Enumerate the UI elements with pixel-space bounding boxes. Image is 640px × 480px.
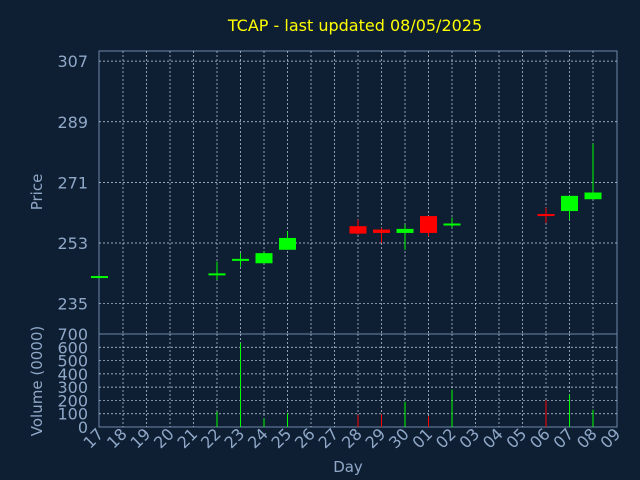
candle-body bbox=[91, 276, 108, 279]
candle bbox=[91, 275, 108, 279]
price-y-ticks: 307 289 271 253 235 bbox=[57, 52, 88, 314]
price-candles bbox=[91, 143, 602, 281]
volume-tick-label: 100 bbox=[57, 405, 88, 424]
candle-body bbox=[373, 229, 390, 233]
volume-axis-label: Volume (0000) bbox=[28, 326, 46, 436]
candle-body bbox=[349, 226, 367, 234]
candle-body bbox=[537, 214, 555, 217]
candle-body bbox=[584, 192, 602, 200]
candle bbox=[443, 217, 461, 228]
candle bbox=[420, 216, 437, 237]
volume-tick-label: 300 bbox=[57, 378, 88, 397]
volume-tick-label: 400 bbox=[57, 365, 88, 384]
candle-body bbox=[279, 237, 296, 250]
candle-body bbox=[561, 195, 578, 212]
candle-body bbox=[420, 216, 437, 233]
volume-tick-label: 200 bbox=[57, 391, 88, 410]
candle bbox=[279, 231, 296, 250]
candle bbox=[208, 261, 226, 281]
candle bbox=[396, 224, 414, 250]
candle bbox=[584, 143, 602, 200]
price-tick-label: 307 bbox=[57, 52, 88, 71]
candle bbox=[373, 227, 390, 244]
candle bbox=[561, 195, 578, 220]
price-axis-label: Price bbox=[28, 174, 46, 211]
candle bbox=[232, 253, 249, 267]
candle-body bbox=[232, 258, 249, 261]
candle bbox=[349, 219, 367, 235]
price-tick-label: 289 bbox=[57, 113, 88, 132]
candle bbox=[537, 207, 555, 223]
volume-tick-label: 700 bbox=[57, 325, 88, 344]
price-gridlines bbox=[99, 51, 617, 334]
volume-tick-label: 500 bbox=[57, 352, 88, 371]
price-tick-label: 271 bbox=[57, 173, 88, 192]
volume-bars bbox=[216, 343, 594, 427]
candle-body bbox=[396, 228, 414, 233]
price-tick-label: 253 bbox=[57, 234, 88, 253]
day-axis-label: Day bbox=[333, 458, 363, 476]
chart-title: TCAP - last updated 08/05/2025 bbox=[227, 16, 482, 35]
day-x-ticks: 1718192021222324252627282930010203040506… bbox=[79, 424, 624, 452]
volume-tick-label: 600 bbox=[57, 338, 88, 357]
price-tick-label: 235 bbox=[57, 295, 88, 314]
candle-body bbox=[255, 253, 273, 264]
day-tick-label: 09 bbox=[596, 424, 624, 452]
candle-body bbox=[443, 223, 461, 226]
candle bbox=[255, 251, 273, 264]
volume-tick-label: 0 bbox=[78, 418, 88, 437]
candle-body bbox=[208, 273, 226, 276]
